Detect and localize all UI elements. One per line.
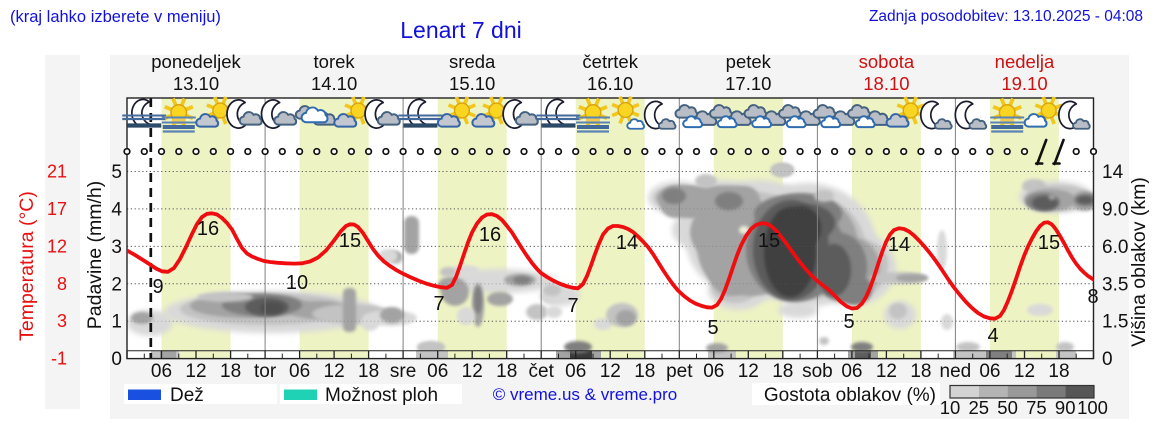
svg-text:12: 12 bbox=[185, 361, 206, 382]
svg-text:18.10: 18.10 bbox=[863, 73, 909, 94]
svg-text:5: 5 bbox=[111, 162, 122, 183]
svg-text:četrtek: četrtek bbox=[582, 51, 638, 72]
svg-text:Višina oblakov (km): Višina oblakov (km) bbox=[1128, 177, 1150, 347]
svg-text:12: 12 bbox=[47, 236, 67, 256]
svg-text:75: 75 bbox=[1026, 397, 1047, 418]
svg-text:(kraj lahko izberete v meniju): (kraj lahko izberete v meniju) bbox=[10, 8, 221, 26]
svg-text:10: 10 bbox=[286, 272, 308, 294]
svg-text:Zadnja posodobitev: 13.10.2025: Zadnja posodobitev: 13.10.2025 - 04:08 bbox=[869, 8, 1143, 25]
svg-text:1: 1 bbox=[111, 312, 122, 333]
svg-text:17: 17 bbox=[47, 199, 67, 219]
svg-text:50: 50 bbox=[997, 397, 1018, 418]
svg-text:sobota: sobota bbox=[859, 51, 915, 72]
svg-text:21: 21 bbox=[47, 162, 67, 182]
svg-text:10: 10 bbox=[940, 397, 961, 418]
svg-text:3: 3 bbox=[57, 311, 67, 331]
svg-text:14: 14 bbox=[888, 234, 910, 256]
svg-text:18: 18 bbox=[634, 361, 655, 382]
svg-text:© vreme.us & vreme.pro: © vreme.us & vreme.pro bbox=[493, 385, 677, 404]
svg-text:8: 8 bbox=[57, 274, 67, 294]
svg-text:ned: ned bbox=[940, 361, 972, 382]
svg-text:3.5: 3.5 bbox=[1102, 274, 1128, 295]
svg-text:2: 2 bbox=[111, 274, 122, 295]
svg-text:6.0: 6.0 bbox=[1102, 237, 1128, 258]
svg-text:Lenart 7 dni: Lenart 7 dni bbox=[400, 17, 521, 43]
svg-text:čet: čet bbox=[529, 361, 555, 382]
svg-text:7: 7 bbox=[433, 293, 444, 315]
svg-text:06: 06 bbox=[427, 361, 448, 382]
svg-text:18: 18 bbox=[496, 361, 517, 382]
svg-text:19.10: 19.10 bbox=[1001, 73, 1047, 94]
svg-text:0: 0 bbox=[111, 349, 122, 370]
svg-text:Temperatura (°C): Temperatura (°C) bbox=[16, 191, 38, 341]
svg-text:16.10: 16.10 bbox=[587, 73, 633, 94]
svg-text:18: 18 bbox=[772, 361, 793, 382]
svg-text:nedelja: nedelja bbox=[995, 51, 1055, 72]
svg-text:15: 15 bbox=[1038, 232, 1060, 254]
svg-text:pet: pet bbox=[666, 361, 693, 382]
svg-text:15: 15 bbox=[758, 230, 780, 252]
svg-text:06: 06 bbox=[565, 361, 586, 382]
svg-text:16: 16 bbox=[479, 224, 501, 246]
svg-text:5: 5 bbox=[707, 317, 718, 339]
svg-text:3: 3 bbox=[111, 237, 122, 258]
svg-text:ponedeljek: ponedeljek bbox=[151, 51, 241, 72]
svg-text:0: 0 bbox=[1102, 349, 1113, 370]
svg-text:14.10: 14.10 bbox=[311, 73, 357, 94]
svg-text:7: 7 bbox=[567, 295, 578, 317]
svg-text:Padavine (mm/h): Padavine (mm/h) bbox=[84, 181, 106, 329]
svg-text:14: 14 bbox=[1102, 162, 1124, 183]
svg-text:17.10: 17.10 bbox=[725, 73, 771, 94]
svg-text:06: 06 bbox=[979, 361, 1000, 382]
svg-text:9: 9 bbox=[152, 276, 163, 298]
svg-text:12: 12 bbox=[600, 361, 621, 382]
svg-text:13.10: 13.10 bbox=[173, 73, 219, 94]
svg-text:sob: sob bbox=[802, 361, 833, 382]
svg-text:14: 14 bbox=[616, 232, 638, 254]
svg-text:06: 06 bbox=[841, 361, 862, 382]
svg-text:100: 100 bbox=[1077, 397, 1108, 418]
svg-text:9.0: 9.0 bbox=[1102, 199, 1128, 220]
svg-text:25: 25 bbox=[969, 397, 990, 418]
svg-text:Dež: Dež bbox=[170, 385, 204, 406]
svg-text:18: 18 bbox=[910, 361, 931, 382]
svg-text:12: 12 bbox=[462, 361, 483, 382]
svg-text:1.5: 1.5 bbox=[1102, 312, 1128, 333]
svg-text:12: 12 bbox=[324, 361, 345, 382]
svg-text:06: 06 bbox=[703, 361, 724, 382]
svg-text:16: 16 bbox=[197, 218, 219, 240]
svg-text:12: 12 bbox=[1014, 361, 1035, 382]
svg-text:5: 5 bbox=[843, 311, 854, 333]
svg-text:06: 06 bbox=[289, 361, 310, 382]
svg-text:sreda: sreda bbox=[449, 51, 496, 72]
svg-text:15: 15 bbox=[339, 230, 361, 252]
svg-text:18: 18 bbox=[358, 361, 379, 382]
svg-text:4: 4 bbox=[987, 325, 998, 347]
svg-text:Možnost ploh: Možnost ploh bbox=[325, 385, 438, 406]
svg-text:06: 06 bbox=[151, 361, 172, 382]
svg-text:18: 18 bbox=[220, 361, 241, 382]
svg-text:sre: sre bbox=[390, 361, 416, 382]
svg-text:petek: petek bbox=[726, 51, 772, 72]
svg-text:90: 90 bbox=[1055, 397, 1076, 418]
svg-text:tor: tor bbox=[254, 361, 277, 382]
svg-text:12: 12 bbox=[876, 361, 897, 382]
svg-text:12: 12 bbox=[738, 361, 759, 382]
svg-text:-1: -1 bbox=[51, 349, 67, 369]
svg-text:torek: torek bbox=[314, 51, 356, 72]
svg-text:18: 18 bbox=[1048, 361, 1069, 382]
svg-text:8: 8 bbox=[1087, 286, 1098, 308]
svg-text:Gostota oblakov (%): Gostota oblakov (%) bbox=[764, 385, 936, 406]
svg-text:4: 4 bbox=[111, 199, 122, 220]
svg-text:15.10: 15.10 bbox=[449, 73, 495, 94]
